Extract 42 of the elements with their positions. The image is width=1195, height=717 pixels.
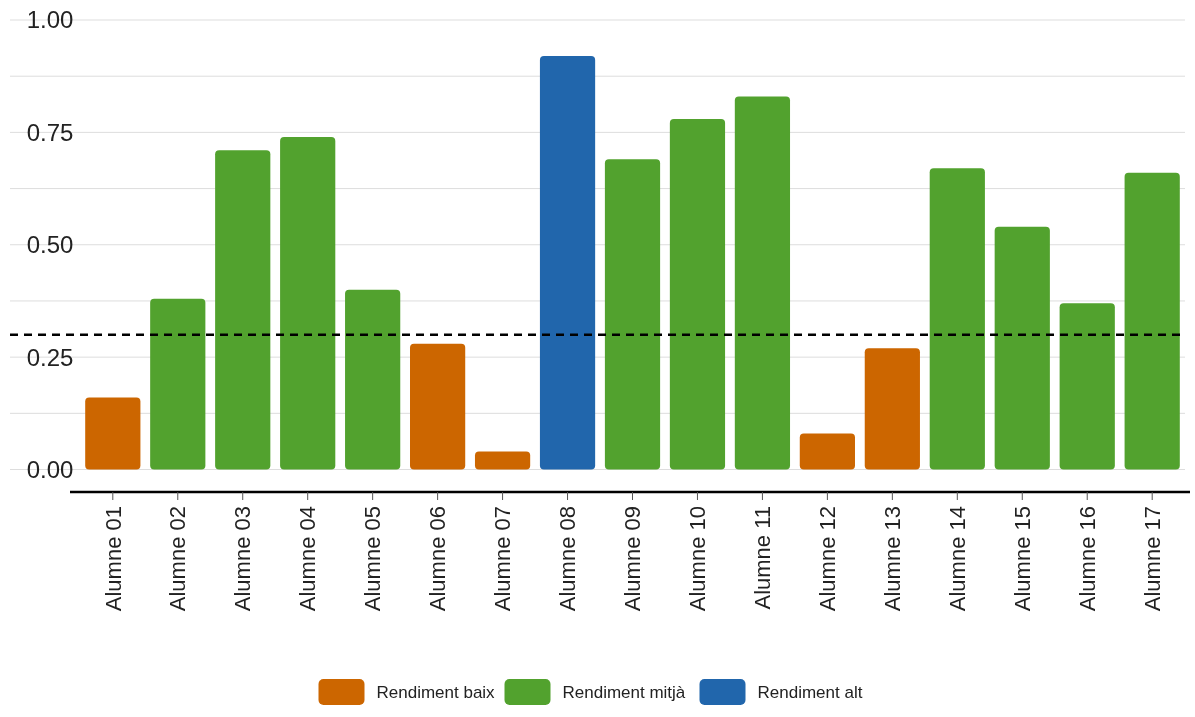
x-tick-label: Alumne 16 [1074,506,1100,612]
bar [85,397,141,470]
bar [150,298,206,470]
x-tick-label: Alumne 02 [165,506,191,612]
x-tick-label: Alumne 08 [555,506,581,612]
bar [799,433,855,470]
legend-label: Rendiment baix [376,682,496,702]
bar [539,55,596,470]
x-tick-label: Alumne 09 [620,506,646,612]
y-tick-label: 1.00 [26,6,74,34]
bar [1059,303,1115,470]
x-tick-label: Alumne 15 [1009,506,1035,612]
bar [994,226,1050,470]
x-tick-label: Alumne 03 [230,506,256,612]
y-tick-label: 0.75 [26,118,74,146]
bar [215,150,271,470]
x-tick-label: Alumne 14 [945,506,971,612]
x-tick-label: Alumne 11 [750,506,776,610]
bar [669,118,726,470]
x-tick-label: Alumne 07 [490,506,516,612]
bar [929,168,985,470]
bar [345,289,401,470]
bar [734,96,791,470]
bar [474,451,531,470]
bar [604,159,661,470]
bar [1124,172,1180,470]
x-tick-label: Alumne 01 [100,506,126,612]
bar [280,136,336,470]
bar [410,343,466,470]
legend-label: Rendiment mitjà [562,682,686,702]
x-tick-label: Alumne 12 [815,506,841,612]
x-tick-label: Alumne 13 [880,506,906,612]
x-tick-label: Alumne 17 [1139,506,1165,612]
x-tick-label: Alumne 10 [685,506,711,612]
bar [864,348,920,470]
legend-label: Rendiment alt [757,682,863,702]
y-tick-label: 0.50 [26,231,74,259]
y-tick-label: 0.00 [26,455,74,483]
y-tick-label: 0.25 [26,343,74,371]
x-tick-label: Alumne 06 [425,506,451,612]
x-tick-label: Alumne 04 [295,506,321,612]
x-tick-label: Alumne 05 [360,506,386,612]
